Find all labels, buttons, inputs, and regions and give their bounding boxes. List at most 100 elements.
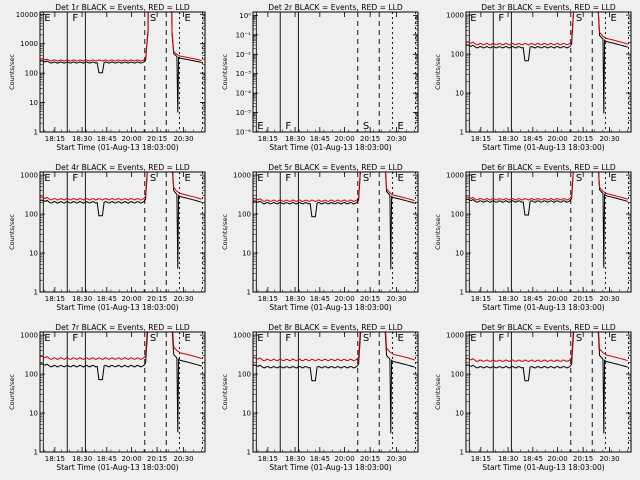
x-tick-label: 18:30 — [285, 455, 305, 463]
time-marker-label: S — [363, 121, 369, 132]
x-tick-label: 18:30 — [72, 295, 92, 303]
x-tick-label: 20:30 — [599, 455, 619, 463]
time-marker-label: E — [44, 333, 50, 344]
x-tick-label: 18:30 — [72, 455, 92, 463]
time-marker-label: F — [285, 121, 291, 132]
x-tick-label: 20:30 — [386, 295, 406, 303]
x-tick-label: 18:15 — [471, 295, 491, 303]
time-marker-label: S — [576, 13, 582, 24]
y-tick-label: 100 — [451, 211, 464, 219]
x-tick-label: 18:45 — [523, 295, 543, 303]
x-axis-label: Start Time (01-Aug-13 18:03:00) — [56, 303, 178, 312]
x-tick-label: 20:00 — [334, 295, 354, 303]
events-series-line — [40, 332, 202, 433]
plot-frame — [465, 11, 632, 133]
time-marker-label: F — [498, 13, 504, 24]
x-tick-label: 20:15 — [147, 295, 167, 303]
events-series-line — [40, 12, 202, 113]
time-marker-label: E — [185, 333, 191, 344]
time-marker-label: E — [611, 13, 617, 24]
x-tick-label: 20:15 — [573, 455, 593, 463]
y-tick-label: 10 — [29, 410, 38, 418]
y-tick-label: 1000 — [446, 172, 464, 180]
y-tick-label: 10 — [455, 410, 464, 418]
y-tick-label: 10⁻¹ — [236, 31, 252, 39]
panel-title: Det 8r BLACK = Events, RED = LLD — [268, 323, 403, 332]
x-tick-label: 18:45 — [97, 295, 117, 303]
x-tick-label: 18:30 — [285, 135, 305, 143]
y-axis-label: Counts/sec — [221, 54, 229, 90]
time-marker-label: E — [470, 333, 476, 344]
time-marker-label: E — [398, 333, 404, 344]
x-tick-label: 20:00 — [334, 135, 354, 143]
time-marker-label: E — [257, 333, 263, 344]
events-series-line — [466, 172, 628, 268]
time-marker-label: E — [257, 121, 263, 132]
time-marker-label: E — [44, 173, 50, 184]
x-tick-label: 20:00 — [547, 455, 567, 463]
panel-title: Det 5r BLACK = Events, RED = LLD — [268, 163, 403, 172]
y-tick-label: 10 — [29, 99, 38, 107]
time-marker-label: E — [257, 173, 263, 184]
time-marker-label: E — [185, 13, 191, 24]
x-tick-label: 18:45 — [523, 135, 543, 143]
x-axis-label: Start Time (01-Aug-13 18:03:00) — [269, 303, 391, 312]
y-tick-label: 1000 — [20, 332, 38, 340]
panel-grid: Det 1r BLACK = Events, RED = LLD Counts/s… — [8, 3, 632, 472]
time-marker-label: E — [611, 333, 617, 344]
y-axis-label: Counts/sec — [221, 374, 229, 410]
x-axis-label: Start Time (01-Aug-13 18:03:00) — [269, 463, 391, 472]
time-marker-label: F — [72, 173, 78, 184]
panel-det-1: Det 1r BLACK = Events, RED = LLD Counts/s… — [8, 3, 206, 152]
lld-series-line — [253, 332, 415, 362]
x-tick-label: 18:15 — [258, 295, 278, 303]
time-marker-label: E — [44, 13, 50, 24]
x-tick-label: 20:00 — [334, 455, 354, 463]
time-marker-label: S — [363, 173, 369, 184]
x-axis-label: Start Time (01-Aug-13 18:03:00) — [269, 143, 391, 152]
y-tick-label: 100 — [238, 211, 251, 219]
events-series-line — [253, 172, 415, 270]
time-marker-label: E — [470, 173, 476, 184]
y-tick-label: 10000 — [16, 11, 38, 19]
y-tick-label: 10 — [455, 90, 464, 98]
panel-title: Det 1r BLACK = Events, RED = LLD — [55, 3, 190, 12]
panel-title: Det 3r BLACK = Events, RED = LLD — [481, 3, 616, 12]
time-marker-label: E — [398, 173, 404, 184]
y-tick-label: 10 — [29, 250, 38, 258]
x-tick-label: 20:15 — [360, 295, 380, 303]
y-tick-label: 10⁻⁴ — [236, 90, 252, 98]
y-tick-label: 100 — [25, 70, 38, 78]
lld-series-line — [466, 12, 628, 46]
x-tick-label: 18:30 — [72, 135, 92, 143]
y-tick-label: 1 — [34, 449, 38, 457]
lld-series-line — [40, 332, 202, 360]
y-axis-label: Counts/sec — [434, 214, 442, 250]
panel-det-2: Det 2r BLACK = Events, RED = LLD Counts/s… — [221, 3, 419, 152]
lld-series-line — [40, 12, 202, 62]
y-tick-label: 10⁰ — [239, 12, 251, 20]
y-tick-label: 1000 — [20, 172, 38, 180]
time-marker-label: F — [72, 333, 78, 344]
x-tick-label: 18:15 — [45, 135, 65, 143]
panel-det-4: Det 4r BLACK = Events, RED = LLD Counts/s… — [8, 163, 206, 312]
x-tick-label: 18:45 — [97, 455, 117, 463]
y-axis-label: Counts/sec — [8, 374, 16, 410]
time-marker-label: S — [576, 173, 582, 184]
y-tick-label: 1 — [460, 449, 464, 457]
time-marker-label: F — [498, 173, 504, 184]
x-axis-label: Start Time (01-Aug-13 18:03:00) — [56, 463, 178, 472]
x-tick-label: 18:45 — [310, 135, 330, 143]
plot-frame — [252, 171, 419, 293]
y-tick-label: 10 — [455, 250, 464, 258]
plot-frame — [465, 331, 632, 453]
lld-series-line — [40, 172, 202, 201]
x-tick-label: 20:15 — [573, 135, 593, 143]
y-axis-label: Counts/sec — [434, 54, 442, 90]
y-tick-label: 100 — [451, 371, 464, 379]
panel-title: Det 2r BLACK = Events, RED = LLD — [268, 3, 403, 12]
y-tick-label: 1 — [460, 289, 464, 297]
x-tick-label: 20:30 — [173, 295, 193, 303]
x-tick-label: 18:45 — [97, 135, 117, 143]
panel-title: Det 9r BLACK = Events, RED = LLD — [481, 323, 616, 332]
